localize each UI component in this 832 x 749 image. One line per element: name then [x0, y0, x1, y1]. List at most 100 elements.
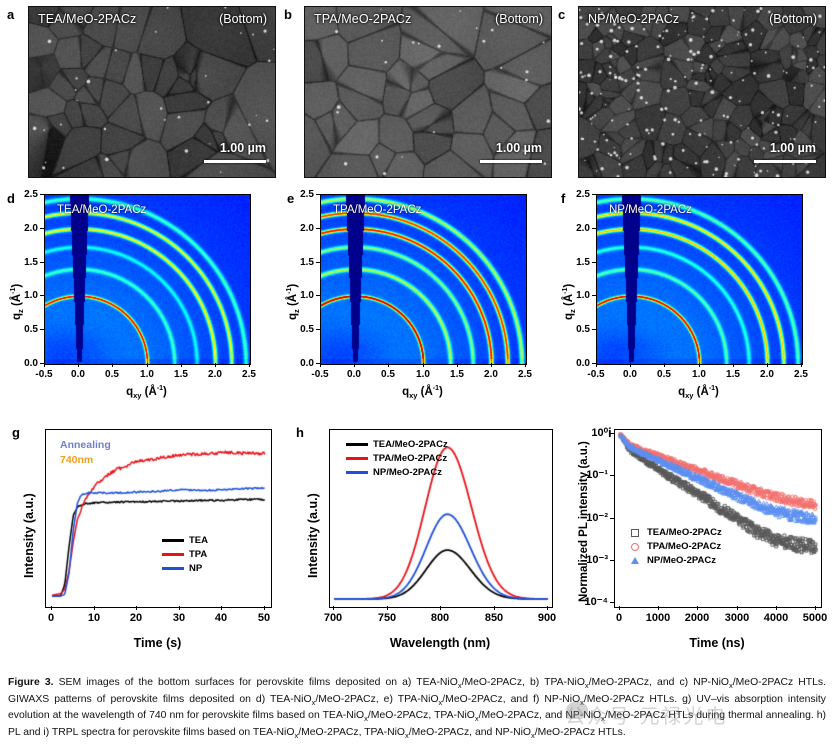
axis-tick-label: 2000	[684, 612, 710, 624]
legend-item-np: NP/MeO-2PACz	[629, 555, 722, 566]
panel-letter-g: g	[12, 425, 20, 440]
chart-plot-i: TEA/MeO-2PACz TPA/MeO-2PACz NP/MeO-2PACz	[614, 429, 822, 608]
axis-tick-label: 2.5	[24, 189, 38, 200]
axis-tick	[610, 560, 614, 561]
axis-tick	[264, 606, 265, 610]
panel-letter-b: b	[284, 7, 292, 22]
axis-tick	[249, 363, 250, 367]
axis-tick-label: 10⁻¹	[586, 469, 608, 481]
figure-number: Figure 3.	[8, 677, 54, 688]
axis-tick	[658, 606, 659, 610]
sem-image-a: TEA/MeO-2PACz (Bottom) 1.00 µm	[28, 6, 276, 178]
legend-item-tpa: TPA/MeO-2PACz	[346, 453, 448, 464]
legend-swatch-tpa	[162, 553, 184, 556]
giwaxs-ylabel-d: qz (Å-1)	[10, 283, 26, 320]
axis-tick	[664, 363, 665, 367]
axis-tick-label: 2.0	[760, 369, 774, 380]
legend-item-tea: TEA/MeO-2PACz	[346, 439, 448, 450]
sem-side-label-a: (Bottom)	[219, 12, 267, 26]
axis-tick-label: 0.5	[576, 324, 590, 335]
axis-tick	[525, 363, 526, 367]
axis-tick	[630, 363, 631, 367]
axis-tick	[610, 518, 614, 519]
axis-tick	[815, 606, 816, 610]
axis-tick	[78, 363, 79, 367]
legend-label-tea: TEA/MeO-2PACz	[373, 439, 448, 450]
chart-ylabel-g: Intensity (a.u.)	[22, 493, 36, 578]
axis-tick	[316, 194, 320, 195]
axis-tick-label: 800	[430, 612, 450, 624]
axis-tick-label: 4000	[763, 612, 789, 624]
sem-canvas-a	[29, 7, 275, 177]
legend-item-np: NP/MeO-2PACz	[346, 467, 448, 478]
figure-caption: Figure 3. SEM images of the bottom surfa…	[8, 676, 826, 743]
axis-tick	[40, 262, 44, 263]
axis-tick-label: 900	[537, 612, 557, 624]
axis-tick	[440, 606, 441, 610]
axis-tick-label: 0.0	[576, 358, 590, 369]
legend-item-tpa: TPA/MeO-2PACz	[629, 541, 722, 552]
axis-tick	[423, 363, 424, 367]
legend-label-tea: TEA/MeO-2PACz	[647, 527, 722, 538]
axis-tick	[320, 363, 321, 367]
axis-tick-label: 3000	[724, 612, 750, 624]
legend-marker-circle-tpa	[629, 542, 640, 551]
chart-xlabel-h: Wavelength (nm)	[389, 636, 491, 650]
chart-canvas-i	[615, 430, 821, 607]
axis-tick	[40, 295, 44, 296]
legend-item-np: NP	[162, 563, 208, 574]
sem-scalebar-label-a: 1.00 µm	[219, 141, 266, 155]
axis-tick	[699, 363, 700, 367]
axis-tick	[619, 606, 620, 610]
sem-title-b: TPA/MeO-2PACz	[314, 12, 412, 26]
panel-letter-h: h	[296, 425, 304, 440]
axis-tick-label: 1000	[645, 612, 671, 624]
sem-image-c: NP/MeO-2PACz (Bottom) 1.00 µm	[578, 6, 826, 178]
figure-caption-text: SEM images of the bottom surfaces for pe…	[8, 677, 827, 741]
giwaxs-ylabel-e: qz (Å-1)	[286, 283, 302, 320]
axis-tick-label: 1.0	[692, 369, 706, 380]
giwaxs-title-d: TEA/MeO-2PACz	[57, 204, 147, 216]
axis-tick	[179, 606, 180, 610]
giwaxs-ylabel-f: qz (Å-1)	[562, 283, 578, 320]
axis-tick-label: 0.5	[300, 324, 314, 335]
axis-tick	[596, 363, 597, 367]
legend-swatch-tea	[346, 443, 368, 446]
axis-tick-label: 50	[257, 612, 271, 624]
legend-label-tea: TEA	[189, 535, 208, 546]
chart-plot-g: Annealing 740nm TEA TPA NP	[45, 429, 272, 608]
sem-image-b: TPA/MeO-2PACz (Bottom) 1.00 µm	[304, 6, 552, 178]
axis-tick-label: 2.0	[576, 223, 590, 234]
axis-tick	[181, 363, 182, 367]
axis-tick-label: 1.5	[24, 257, 38, 268]
axis-tick-label: -0.5	[35, 369, 53, 380]
axis-tick	[457, 363, 458, 367]
legend-swatch-tpa	[346, 457, 368, 460]
axis-tick	[733, 363, 734, 367]
axis-tick	[776, 606, 777, 610]
axis-tick	[316, 363, 320, 364]
panel-letter-c: c	[558, 7, 566, 22]
axis-tick	[40, 329, 44, 330]
axis-tick-label: 0.0	[347, 369, 361, 380]
axis-tick-label: 40	[214, 612, 228, 624]
axis-tick	[316, 262, 320, 263]
axis-tick-label: 0.5	[24, 324, 38, 335]
sem-side-label-c: (Bottom)	[769, 12, 817, 26]
axis-tick-label: 0.5	[105, 369, 119, 380]
giwaxs-canvas-d	[45, 195, 250, 364]
axis-tick-label: 0.0	[71, 369, 85, 380]
axis-tick-label: 0	[615, 612, 623, 624]
axis-tick	[592, 295, 596, 296]
axis-tick-label: 10⁻³	[586, 554, 608, 566]
giwaxs-canvas-e	[321, 195, 526, 364]
axis-tick	[51, 606, 52, 610]
sem-scalebar-b	[480, 160, 542, 163]
axis-tick	[40, 194, 44, 195]
legend-label-np: NP/MeO-2PACz	[373, 467, 442, 478]
axis-tick-label: 10⁻²	[586, 512, 608, 524]
legend-swatch-tea	[162, 539, 184, 542]
axis-tick	[333, 606, 334, 610]
axis-tick	[387, 606, 388, 610]
axis-tick	[737, 606, 738, 610]
